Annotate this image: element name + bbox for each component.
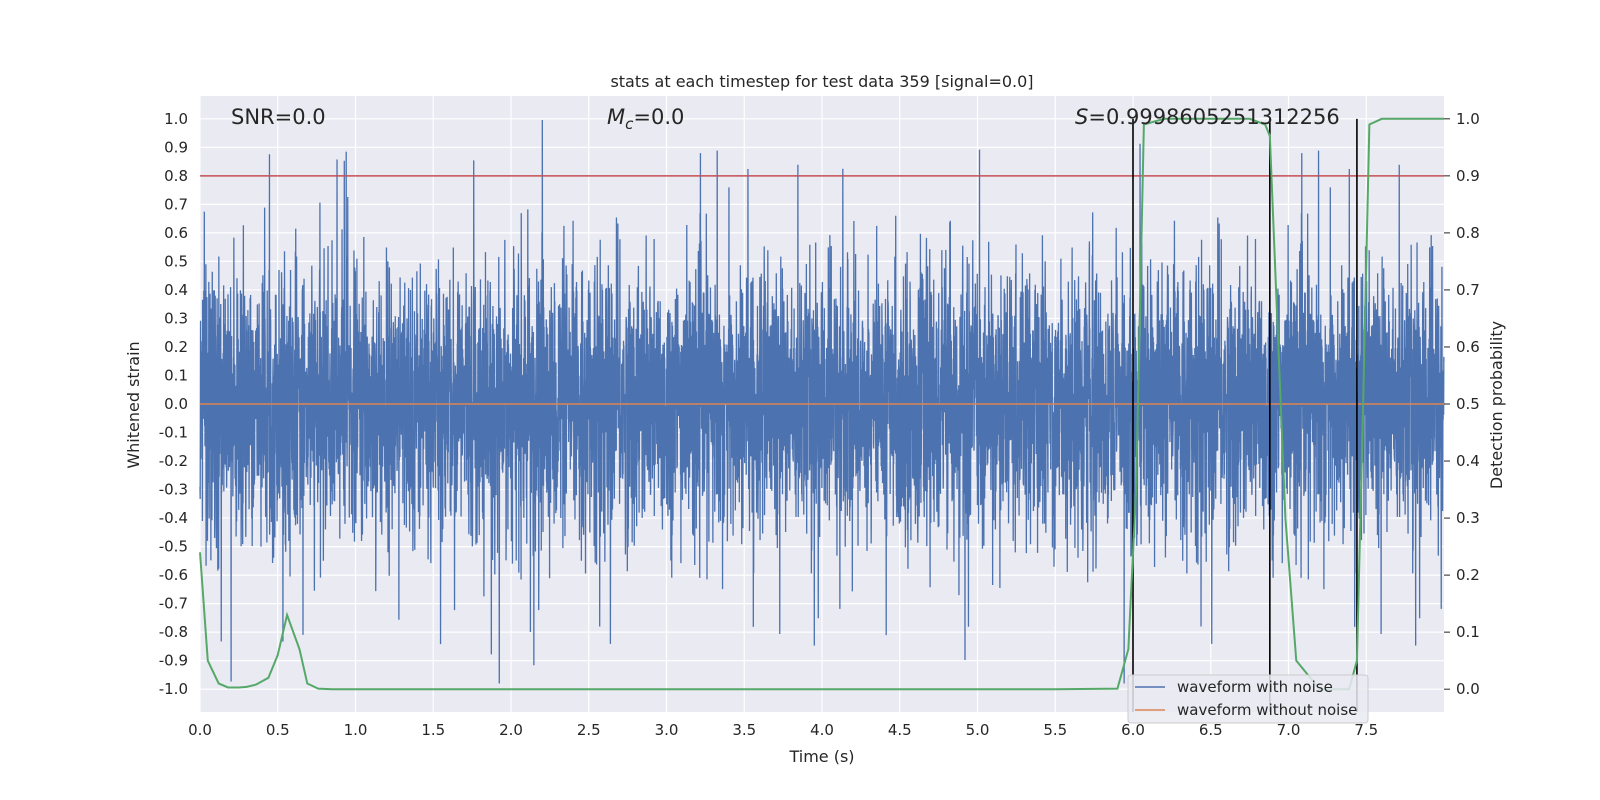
- y-tick-label: 0.2: [164, 338, 188, 356]
- y-tick-label: -0.2: [159, 452, 188, 470]
- legend-label-clean: waveform without noise: [1177, 701, 1357, 719]
- y-tick-label: -0.5: [159, 538, 188, 556]
- detection-markers: [1132, 118, 1358, 712]
- y-tick-label: 0.6: [164, 224, 188, 242]
- x-tick-label: 3.0: [655, 721, 679, 739]
- x-tick-label: 7.5: [1354, 721, 1378, 739]
- chart-title: stats at each timestep for test data 359…: [610, 72, 1033, 91]
- y-tick-label: 0.8: [164, 167, 188, 185]
- x-tick-label: 2.5: [577, 721, 601, 739]
- legend-box: [1127, 674, 1369, 724]
- y-tick-label: -0.3: [159, 481, 188, 499]
- y-right-tick-label: 0.7: [1456, 281, 1480, 299]
- x-tick-labels: 0.0 0.5 1.0 1.5 2.0 2.5 3.0 3.5 4.0 4.5 5.0 5.5 6.0 6…: [188, 721, 1378, 739]
- y-tick-label: -1.0: [159, 680, 188, 698]
- x-tick-label: 6.5: [1199, 721, 1223, 739]
- x-tick-label: 1.5: [421, 721, 445, 739]
- x-tick-label: 0.0: [188, 721, 212, 739]
- x-tick-label: 7.0: [1277, 721, 1301, 739]
- y-right-axis-label: Detection probability: [1487, 321, 1506, 489]
- y-tick-label: 0.3: [164, 309, 188, 327]
- y-right-tick-label: 0.0: [1456, 680, 1480, 698]
- y-tick-label: 0.4: [164, 281, 188, 299]
- x-tick-label: 3.5: [732, 721, 756, 739]
- y-tick-labels: 1.0 0.9 0.8 0.7 0.6 0.5 0.4 0.3 0.2 0.1 0.0 -0.1 -0.…: [159, 110, 188, 698]
- x-tick-label: 6.0: [1121, 721, 1145, 739]
- y-tick-label: -0.7: [159, 595, 188, 613]
- y-right-tick-label: 0.3: [1456, 509, 1480, 527]
- y-tick-label: 0.0: [164, 395, 188, 413]
- y-tick-label: 1.0: [164, 110, 188, 128]
- y-right-tick-label: 0.9: [1456, 167, 1480, 185]
- y-right-tick-label: 0.5: [1456, 395, 1480, 413]
- x-axis-label: Time (s): [788, 747, 854, 766]
- y-right-tick-labels: 1.0 0.9 0.8 0.7 0.6 0.5 0.4 0.3 0.2 0.1 0.0: [1444, 110, 1480, 698]
- y-tick-label: -0.6: [159, 566, 188, 584]
- y-axis-label: Whitened strain: [124, 341, 143, 468]
- snr-annotation: SNR=0.0: [231, 105, 326, 129]
- y-right-tick-label: 0.4: [1456, 452, 1480, 470]
- s-annotation: S=0.9998605251312256: [1075, 105, 1340, 129]
- y-tick-label: 0.1: [164, 366, 188, 384]
- waveform-with-noise-line: [199, 120, 1445, 684]
- x-tick-label: 5.5: [1043, 721, 1067, 739]
- x-tick-label: 1.0: [344, 721, 368, 739]
- y-right-tick-label: 0.2: [1456, 566, 1480, 584]
- series-waveform-with-noise: [199, 120, 1445, 684]
- y-tick-label: 0.5: [164, 252, 188, 270]
- y-tick-label: -0.9: [159, 652, 188, 670]
- y-tick-label: -0.8: [159, 623, 188, 641]
- x-tick-label: 4.5: [888, 721, 912, 739]
- y-tick-label: 0.9: [164, 138, 188, 156]
- y-right-tick-label: 0.6: [1456, 338, 1480, 356]
- y-tick-label: -0.1: [159, 424, 188, 442]
- x-tick-label: 5.0: [966, 721, 990, 739]
- y-right-tick-label: 0.8: [1456, 224, 1480, 242]
- chirp-mass-annotation: Mc=0.0: [607, 105, 684, 133]
- x-tick-label: 0.5: [266, 721, 290, 739]
- y-right-tick-label: 1.0: [1456, 110, 1480, 128]
- legend-label-noise: waveform with noise: [1177, 678, 1333, 696]
- x-tick-label: 4.0: [810, 721, 834, 739]
- y-right-tick-label: 0.1: [1456, 623, 1480, 641]
- y-tick-label: -0.4: [159, 509, 188, 527]
- x-tick-label: 2.0: [499, 721, 523, 739]
- y-tick-label: 0.7: [164, 195, 188, 213]
- legend: waveform with noise waveform without noi…: [1127, 674, 1369, 724]
